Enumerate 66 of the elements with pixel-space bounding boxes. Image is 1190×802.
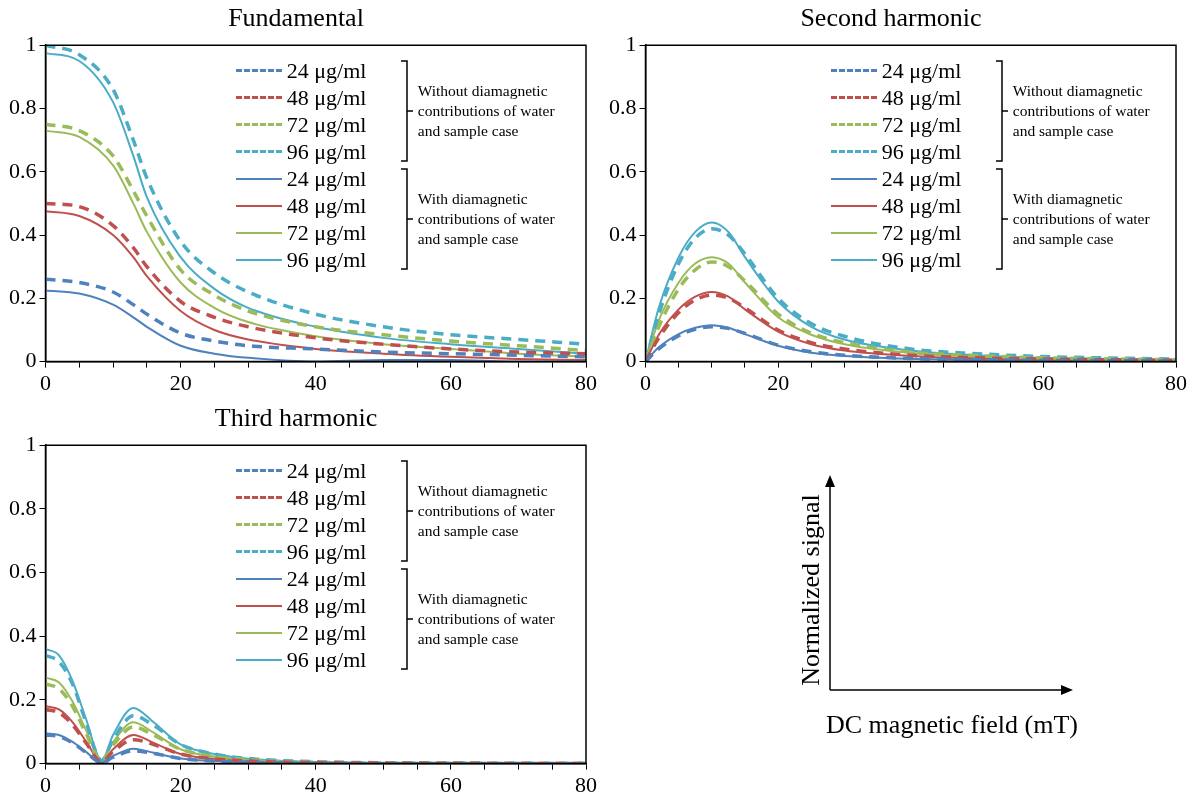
y-tick-label: 0.8: [609, 94, 637, 120]
x-tick-label: 40: [304, 771, 327, 797]
x-tick-label: 80: [575, 771, 597, 797]
legend-label: 72 μg/ml: [286, 619, 367, 647]
legend-label: 48 μg/ml: [286, 592, 367, 620]
legend-label: 72 μg/ml: [286, 219, 367, 247]
x-tick-label: 80: [575, 369, 597, 395]
y-tick-label: 0: [25, 749, 37, 775]
y-tick-label: 0.2: [9, 685, 37, 711]
legend-label: 48 μg/ml: [881, 192, 962, 220]
x-tick-label: 80: [1165, 369, 1187, 395]
x-tick-label: 40: [899, 369, 922, 395]
annotation: Without diamagnetic contributions of water and sample case: [1012, 82, 1150, 140]
legend-label: 48 μg/ml: [286, 84, 367, 112]
legend-label: 48 μg/ml: [881, 84, 962, 112]
legend-label: 24 μg/ml: [286, 565, 367, 593]
y-tick-label: 1: [25, 430, 37, 456]
x-tick-label: 20: [767, 369, 790, 395]
annotation: Without diamagnetic contributions of water and sample case: [417, 482, 555, 540]
y-tick-label: 0.4: [9, 622, 37, 648]
legend-label: 24 μg/ml: [286, 57, 367, 85]
chart-title: Fundamental: [228, 3, 364, 33]
y-tick-label: 0.2: [609, 284, 637, 310]
legend-label: 72 μg/ml: [286, 511, 367, 539]
legend-label: 96 μg/ml: [286, 246, 367, 274]
y-tick-label: 0: [625, 347, 637, 373]
x-tick-label: 60: [439, 369, 462, 395]
chart-title: Third harmonic: [214, 403, 378, 433]
x-tick-label: 20: [169, 771, 192, 797]
legend-label: 24 μg/ml: [286, 457, 367, 485]
legend-label: 24 μg/ml: [286, 165, 367, 193]
legend-label: 96 μg/ml: [881, 246, 962, 274]
y-tick-label: 0.6: [9, 558, 37, 584]
legend-label: 24 μg/ml: [881, 57, 962, 85]
x-tick-label: 60: [439, 771, 462, 797]
legend-label: 24 μg/ml: [881, 165, 962, 193]
legend-label: 72 μg/ml: [881, 111, 962, 139]
text: Normalized signal: [795, 494, 826, 686]
x-tick-label: 20: [169, 369, 192, 395]
legend-label: 48 μg/ml: [286, 192, 367, 220]
line-series: [45, 277, 586, 359]
annotation: With diamagnetic contributions of water and sample case: [1012, 190, 1150, 248]
legend-label: 96 μg/ml: [286, 538, 367, 566]
x-tick-label: 40: [304, 369, 327, 395]
y-tick-label: 0.6: [609, 157, 637, 183]
chart-title: Second harmonic: [800, 3, 982, 33]
y-tick-label: 0.2: [9, 284, 37, 310]
legend-label: 48 μg/ml: [286, 484, 367, 512]
legend-label: 96 μg/ml: [286, 646, 367, 674]
y-tick-label: 1: [25, 30, 37, 56]
y-tick-label: 0.8: [9, 94, 37, 120]
annotation: Without diamagnetic contributions of water and sample case: [417, 82, 555, 140]
y-tick-label: 0.6: [9, 157, 37, 183]
text: DC magnetic field (mT): [826, 710, 1078, 740]
y-tick-label: 0.8: [9, 494, 37, 520]
annotation: With diamagnetic contributions of water and sample case: [417, 190, 555, 248]
legend-label: 72 μg/ml: [286, 111, 367, 139]
legend-label: 96 μg/ml: [881, 138, 962, 166]
x-tick-label: 60: [1032, 369, 1055, 395]
y-tick-label: 0.4: [609, 220, 637, 246]
y-tick-label: 1: [625, 30, 637, 56]
legend-label: 96 μg/ml: [286, 138, 367, 166]
legend-label: 72 μg/ml: [881, 219, 962, 247]
y-tick-label: 0.4: [9, 220, 37, 246]
y-tick-label: 0: [25, 347, 37, 373]
annotation: With diamagnetic contributions of water and sample case: [417, 590, 555, 648]
